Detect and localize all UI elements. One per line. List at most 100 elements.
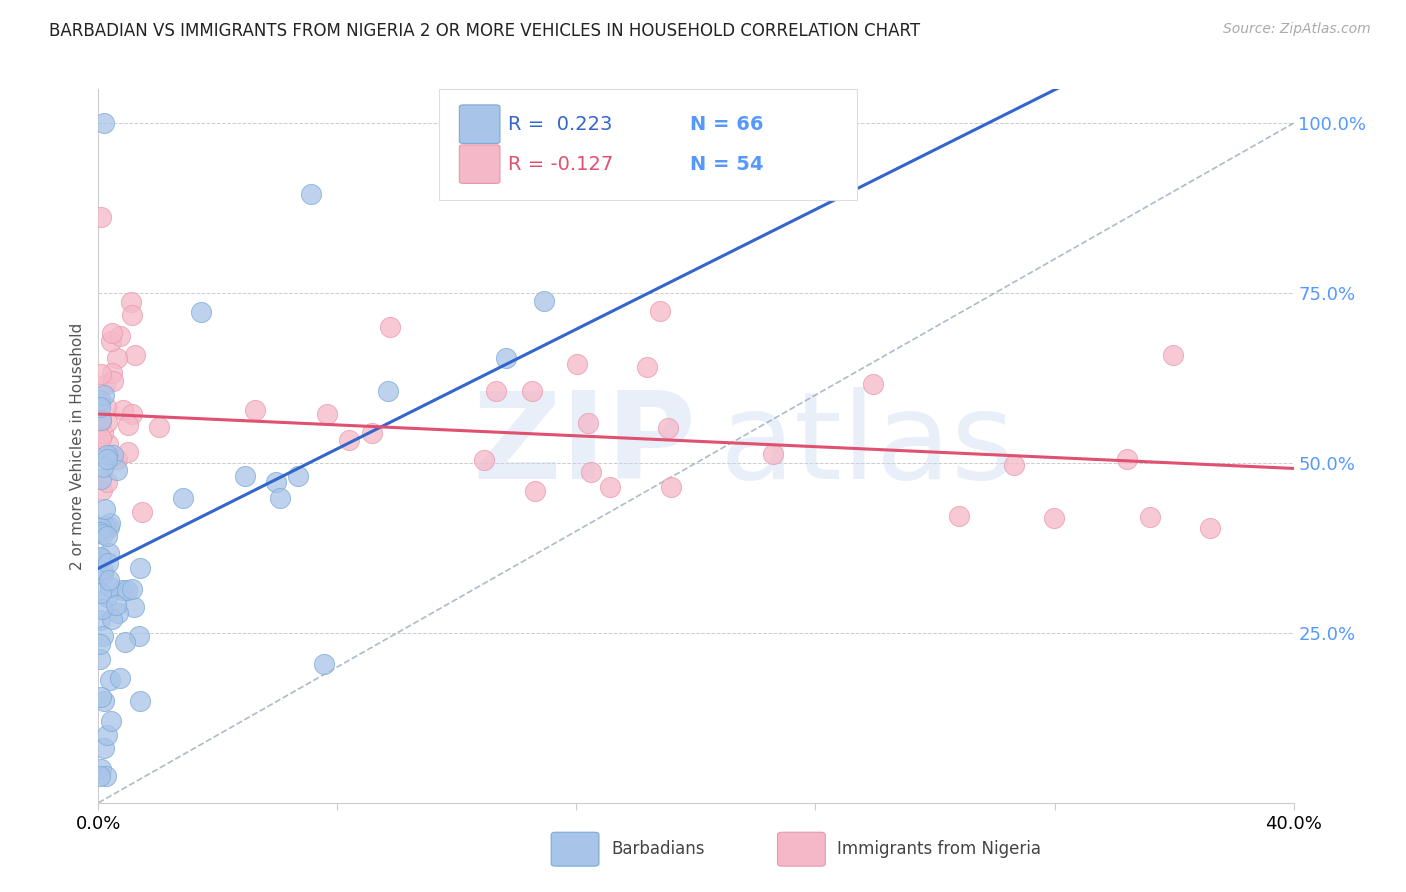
Point [657,420,679,434]
Point [96,451,118,466]
Point [96,415,118,429]
Point [1161,348,1184,362]
Point [862,377,884,392]
Point [264,475,287,490]
Point [299,186,322,201]
Point [117,417,139,432]
Point [98,574,121,588]
Point [648,304,671,318]
Point [90,472,112,486]
Point [91,483,114,498]
Point [378,320,401,334]
Point [472,452,495,467]
Point [484,384,506,398]
Point [89,613,111,627]
Point [524,483,547,498]
Point [762,447,785,461]
Point [93,694,115,708]
Point [129,560,152,574]
Point [243,403,266,417]
Point [94,769,117,783]
Point [269,491,291,506]
Y-axis label: 2 or more Vehicles in Household: 2 or more Vehicles in Household [70,322,86,570]
Point [114,635,136,649]
Point [90,521,112,535]
Point [94,378,117,392]
Point [111,582,134,597]
Point [90,412,112,426]
Point [105,598,128,612]
Point [91,566,114,581]
Point [121,407,143,421]
Point [101,326,124,341]
Point [89,393,111,408]
Point [120,295,142,310]
Point [377,384,399,398]
Point [100,334,122,348]
Point [495,351,517,365]
Text: Barbadians: Barbadians [612,840,706,858]
Point [105,463,128,477]
Point [98,580,121,594]
Point [522,384,544,399]
Point [90,550,112,565]
Point [101,612,124,626]
Text: Immigrants from Nigeria: Immigrants from Nigeria [837,840,1040,858]
Point [90,762,112,776]
Point [89,652,111,666]
Point [96,448,118,462]
Point [105,351,128,366]
Point [91,563,114,577]
Point [316,407,339,421]
FancyBboxPatch shape [460,105,501,144]
Point [190,305,212,319]
Point [91,527,114,541]
Point [98,516,121,531]
Point [533,294,555,309]
Point [97,437,120,451]
Point [1043,511,1066,525]
Point [948,509,970,524]
FancyBboxPatch shape [460,145,501,184]
Point [115,582,138,597]
Point [97,556,120,570]
Text: N = 66: N = 66 [690,115,763,134]
FancyBboxPatch shape [439,89,858,200]
Point [287,469,309,483]
Point [314,657,336,671]
Point [101,448,124,462]
Text: Source: ZipAtlas.com: Source: ZipAtlas.com [1223,22,1371,37]
Text: R = -0.127: R = -0.127 [509,154,613,174]
Point [636,360,658,375]
Point [121,308,143,322]
Point [98,673,122,688]
Point [117,445,139,459]
Point [1002,458,1025,472]
Point [91,459,114,474]
Point [90,585,112,599]
Text: BARBADIAN VS IMMIGRANTS FROM NIGERIA 2 OR MORE VEHICLES IN HOUSEHOLD CORRELATION: BARBADIAN VS IMMIGRANTS FROM NIGERIA 2 O… [49,22,921,40]
Point [129,694,152,708]
Point [108,329,131,343]
Point [565,357,588,371]
Point [94,502,117,516]
Point [121,582,143,596]
Text: R =  0.223: R = 0.223 [509,115,613,134]
Point [96,400,118,414]
Point [105,451,128,466]
Point [111,403,134,417]
Point [89,637,111,651]
Point [131,505,153,519]
Point [90,524,112,539]
Point [599,480,621,494]
Point [1139,510,1161,524]
Point [659,480,682,494]
Text: ZIP: ZIP [472,387,696,505]
Point [90,431,112,445]
Point [108,671,131,685]
Point [90,367,112,381]
Point [89,400,111,414]
Text: N = 54: N = 54 [690,154,763,174]
Point [91,602,114,616]
Point [122,599,145,614]
